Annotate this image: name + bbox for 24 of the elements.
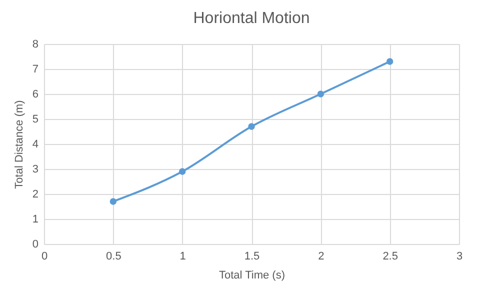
point bbox=[386, 58, 394, 65]
x-tick-label: 1.5 bbox=[244, 250, 260, 262]
point bbox=[248, 123, 255, 130]
y-tick-label: 7 bbox=[32, 64, 38, 76]
point bbox=[178, 168, 186, 175]
y-tick-label: 4 bbox=[32, 138, 38, 150]
y-tick-label: 0 bbox=[32, 238, 38, 250]
y-tick-label: 6 bbox=[32, 88, 38, 100]
point bbox=[110, 198, 117, 205]
y-tick-label: 2 bbox=[32, 188, 38, 200]
x-tick-label: 0 bbox=[41, 250, 48, 262]
x-tick-label: 1 bbox=[180, 250, 186, 262]
point bbox=[317, 90, 324, 98]
y-axis-title: Total Distance (m) bbox=[13, 100, 26, 189]
x-tick-label: 0.5 bbox=[106, 250, 122, 262]
y-tick-label: 8 bbox=[32, 38, 38, 50]
chart-title: Horiontal Motion bbox=[193, 10, 310, 27]
x-axis-title: Total Time (s) bbox=[218, 270, 286, 282]
x-tick-label: 3 bbox=[456, 250, 463, 262]
x-tick-label: 2 bbox=[318, 250, 324, 262]
y-tick-label: 3 bbox=[32, 164, 38, 176]
y-tick-label: 5 bbox=[32, 114, 38, 126]
x-tick-label: 2.5 bbox=[382, 250, 398, 262]
y-tick-label: 1 bbox=[32, 214, 38, 226]
